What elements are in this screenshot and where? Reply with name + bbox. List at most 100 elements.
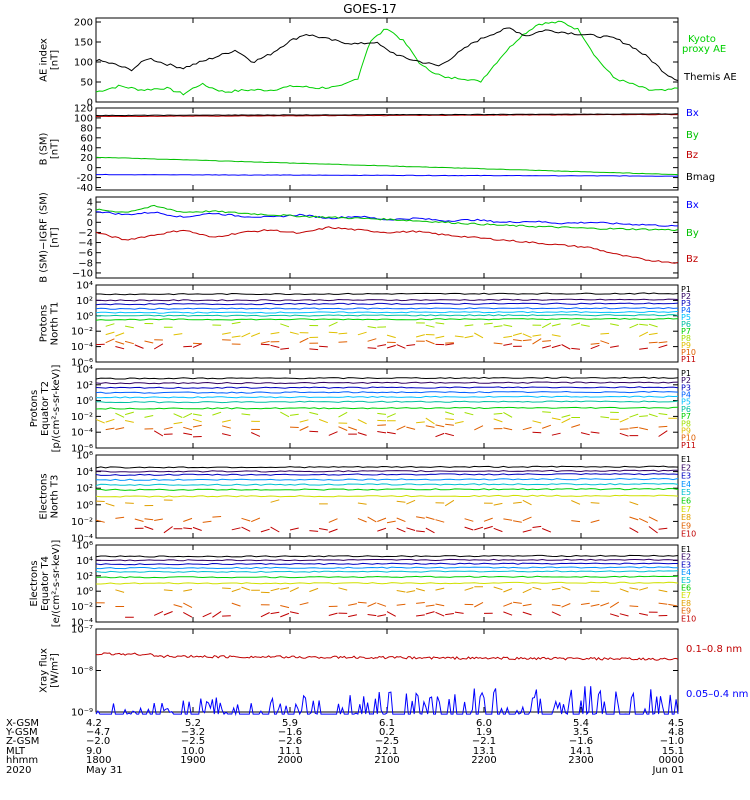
panel-pn: 10⁻⁶ 10⁻⁴ 10⁻² 10⁰ 10² 10⁴ Protons North T1 P1P2… (39, 281, 697, 369)
series-line-p2 (95, 298, 679, 302)
footer-cell: 9.0 (86, 746, 102, 757)
series-line-e7 (96, 581, 679, 585)
footer-cell: −1.6 (278, 727, 302, 738)
legend-p5: P5 (681, 398, 691, 407)
legend-e1: E1 (681, 545, 691, 554)
legend-e3: E3 (681, 560, 691, 569)
legend-xray: 0.1–0.8 nm 0.05–0.4 nm (686, 644, 748, 700)
y-tick-label: 10⁻² (71, 517, 93, 528)
y-tick-label: 10⁰ (76, 311, 93, 322)
series-segments-e10 (134, 525, 668, 534)
y-axis-label: Xray flux (39, 648, 50, 693)
series-segments-p10 (105, 423, 668, 431)
footer-row-label: hhmm (6, 755, 38, 766)
y-axis-label: [nT] (50, 227, 61, 247)
legend-p11: P11 (681, 441, 696, 450)
footer-cell: 1.9 (476, 727, 492, 738)
footer-cell: 6.0 (476, 718, 492, 729)
legend-entry: Bx (686, 200, 699, 211)
legend-p2: P2 (681, 292, 691, 301)
legend-e5: E5 (681, 576, 691, 585)
series-line-bx (95, 211, 678, 227)
y-tick-label: 10² (76, 380, 93, 391)
series-segments-p9 (105, 331, 658, 339)
y-tick-label: 10⁻⁶ (71, 358, 93, 369)
series-line-bz (95, 226, 679, 264)
panel-pe: 10⁻⁶ 10⁻⁴ 10⁻² 10⁰ 10² 10⁴ Protons Equator T2 [p… (29, 365, 696, 455)
legend-entry: Kyoto (688, 34, 716, 45)
y-axis-label: Electrons (39, 473, 50, 519)
y-tick-label: 10⁻⁴ (71, 618, 93, 629)
y-tick-label: 10⁻⁴ (71, 342, 93, 353)
y-tick-label: 0 (87, 218, 93, 229)
legend-p6: P6 (681, 320, 691, 329)
xray-long-line (95, 652, 679, 661)
legend-p1: P1 (681, 369, 691, 378)
panel-ee: 10⁻⁴ 10⁻² 10⁰ 10² 10⁴ 10⁶ Electrons Equator T4[… (29, 540, 696, 629)
series-segments-e10 (125, 610, 668, 618)
series-line-p3 (95, 386, 679, 389)
footer-cell: 2300 (568, 755, 593, 766)
legend-entry: Bz (686, 150, 698, 161)
legend-entry: 0.1–0.8 nm (686, 644, 742, 655)
series-segments-e9 (95, 601, 678, 609)
series-line-e2 (95, 558, 679, 562)
legend-e5: E5 (681, 488, 691, 497)
y-tick-label: 120 (74, 104, 93, 115)
y-tick-label: 0 (87, 163, 93, 174)
series-line-kyoto-proxy-ae (95, 20, 679, 96)
legend-p2: P2 (681, 376, 691, 385)
y-tick-label: 10⁰ (76, 587, 93, 598)
y-tick-label: -40 (77, 183, 93, 194)
footer-cell: −1.0 (660, 736, 684, 747)
legend-e2: E2 (681, 463, 691, 472)
series-line-p6 (96, 400, 679, 404)
footer-row-label: Z-GSM (6, 736, 39, 747)
y-axis-label: [nT] (50, 139, 61, 159)
series-line-p5 (95, 395, 679, 399)
legend-e2: E2 (681, 553, 691, 562)
series-line-e7 (95, 494, 679, 498)
series-segments-e9 (95, 516, 658, 524)
panel-ae: 0 50 100 150 200 AE index [nT] (39, 17, 679, 109)
footer-cell: 12.1 (376, 746, 398, 757)
y-tick-label: 4 (87, 198, 93, 209)
legend-p6: P6 (681, 405, 691, 414)
series-segments-p9 (95, 417, 678, 425)
legend-bsm: Bx By Bz Bmag (686, 108, 715, 183)
y-axis-label: Protons (39, 305, 50, 342)
legend-e6: E6 (681, 584, 691, 593)
legend-e8: E8 (681, 513, 691, 522)
legend-bigrf: Bx By Bz (686, 200, 699, 265)
series-line-p4 (95, 390, 679, 394)
series-segments-p11 (95, 343, 668, 351)
legend-entry: 0.05–0.4 nm (686, 689, 748, 700)
series-segments-p8 (105, 321, 658, 329)
y-tick-label: −2 (78, 228, 93, 239)
footer-cell: 15.1 (662, 746, 684, 757)
footer-cell: 4.8 (668, 727, 684, 738)
y-tick-label: 10⁰ (76, 396, 93, 407)
series-segments-e8 (95, 499, 639, 507)
legend-e10: E10 (681, 614, 696, 623)
legend-e10: E10 (681, 530, 696, 539)
legend-e8: E8 (681, 599, 691, 608)
series-line-e2 (95, 469, 679, 473)
panel-frame (95, 628, 679, 713)
y-tick-label: 40 (80, 143, 93, 154)
y-axis-label: B (SM)−IGRF (SM) (39, 192, 50, 283)
series-segments-e8 (115, 586, 668, 594)
footer-cell: Jun 01 (651, 765, 684, 776)
footer-row-label: X-GSM (6, 718, 39, 729)
footer-cell: −2.5 (375, 736, 399, 747)
legend-e1: E1 (681, 455, 691, 464)
series-line-e6 (95, 575, 679, 579)
series-line-bmag (95, 113, 679, 117)
y-axis-label: Protons (29, 390, 40, 427)
y-tick-label: 10⁻⁴ (71, 534, 93, 545)
footer-cell: 2000 (277, 755, 302, 766)
legend-p8: P8 (681, 334, 691, 343)
